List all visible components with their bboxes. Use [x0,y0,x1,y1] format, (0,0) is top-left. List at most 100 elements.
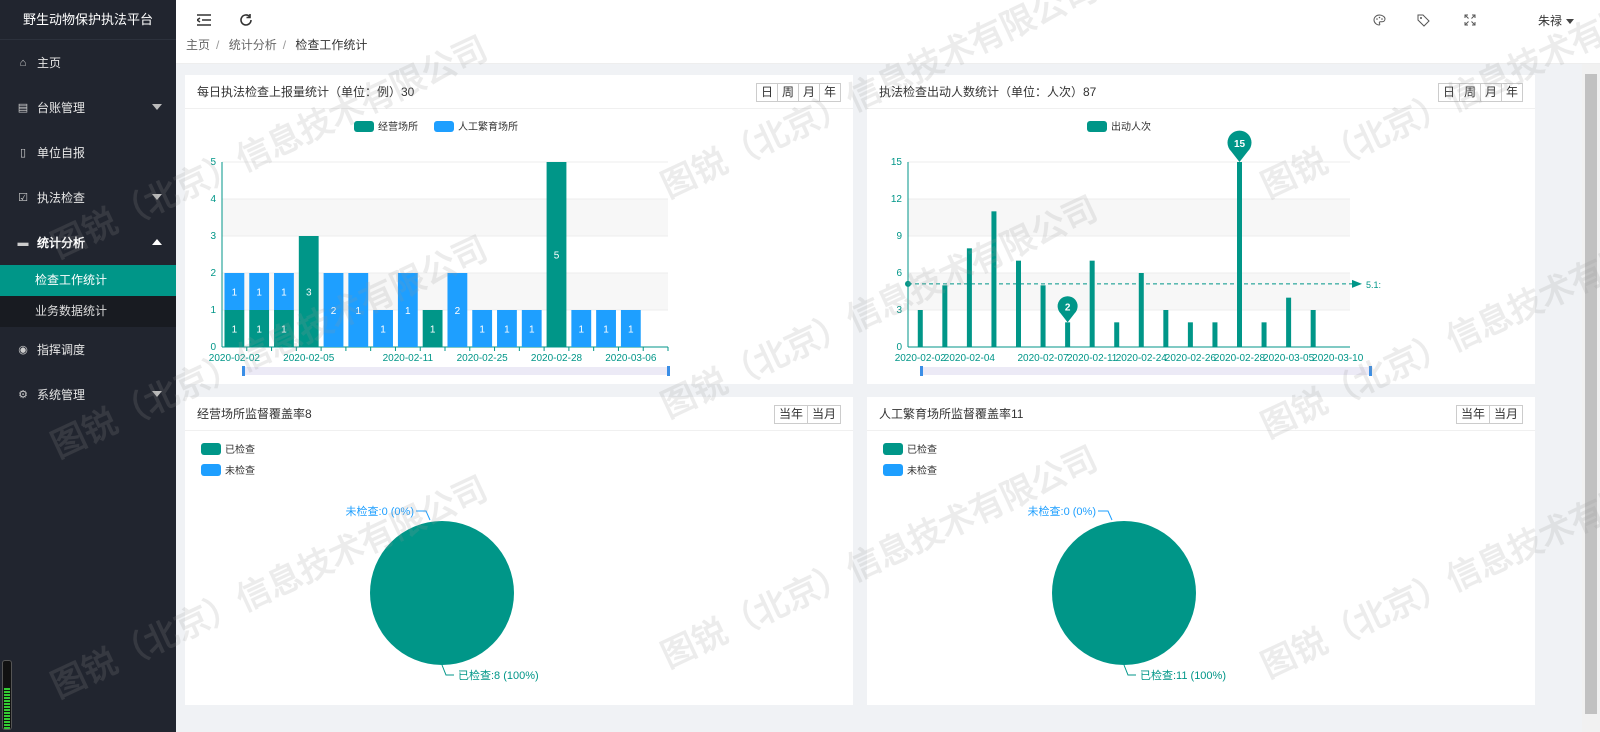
page-scrollbar[interactable] [1582,64,1600,732]
bar-label: 1 [628,325,634,336]
legend-item-checked[interactable]: 已检查 [883,441,937,456]
bar-personnel[interactable] [917,310,923,347]
bar-personnel[interactable] [991,211,997,347]
breadcrumb-level1[interactable]: 统计分析 [228,38,277,52]
bar-personnel[interactable] [1261,322,1267,347]
bar-breeding[interactable] [596,310,616,347]
bar-personnel[interactable] [1237,162,1242,347]
range-year-button[interactable]: 年 [1500,84,1522,101]
bar-personnel[interactable] [1310,310,1316,347]
x-tick-label: 2020-02-05 [283,353,335,364]
legend-swatch[interactable] [1087,121,1107,132]
bar-personnel[interactable] [1286,297,1292,347]
range-this-month-button[interactable]: 当月 [806,406,840,423]
bar-breeding[interactable] [224,273,245,310]
bar-operating[interactable] [546,162,567,347]
bar-personnel[interactable] [1089,260,1095,347]
data-zoom-handle-left[interactable] [242,366,245,376]
bar-breeding[interactable] [521,310,542,347]
legend-item-unchecked[interactable]: 未检查 [883,462,937,477]
business-coverage-title: 经营场所监督覆盖率8 [197,407,312,421]
bar-personnel[interactable] [1016,260,1021,347]
bar-operating[interactable] [249,310,270,347]
bar-operating[interactable] [298,236,319,347]
x-tick-label: 2020-03-10 [1312,353,1364,364]
legend-item-unchecked[interactable]: 未检查 [201,462,255,477]
range-this-year-button[interactable]: 当年 [1456,406,1489,423]
data-zoom-track[interactable] [921,367,1370,375]
range-this-month-button[interactable]: 当月 [1488,406,1522,423]
bar-operating[interactable] [224,310,245,347]
breadcrumb-home[interactable]: 主页 [186,38,211,52]
refresh-icon[interactable] [236,10,256,30]
range-month-button[interactable]: 月 [1479,84,1501,101]
range-this-year-button[interactable]: 当年 [774,406,807,423]
sidebar-item-self-report[interactable]: ▯ 单位自报 [0,130,176,175]
bar-personnel[interactable] [1138,273,1144,347]
bar-breeding[interactable] [373,310,393,347]
sidebar-item-system[interactable]: ⚙ 系统管理 [0,372,176,417]
bar-breeding[interactable] [348,273,369,347]
bar-breeding[interactable] [497,310,517,347]
theme-palette-icon[interactable] [1369,10,1389,30]
bar-breeding[interactable] [323,273,344,347]
sidebar-item-inspection[interactable]: ☑ 执法检查 [0,175,176,220]
mark-point-pin[interactable] [1057,296,1078,323]
x-tick-label: 2020-02-11 [1067,353,1118,364]
bar-breeding[interactable] [447,273,468,347]
sidebar-subitem-business-stats[interactable]: 业务数据统计 [35,304,108,318]
breadcrumb-separator: / [216,38,220,52]
bar-personnel[interactable] [942,285,948,347]
sidebar-item-statistics[interactable]: ▬ 统计分析 [0,220,176,265]
data-zoom-handle-left[interactable] [920,366,923,376]
bar-personnel[interactable] [1212,322,1218,347]
sidebar-item-home[interactable]: ⌂ 主页 [0,40,176,85]
bar-breeding[interactable] [472,310,493,347]
y-tick-label: 15 [891,157,903,168]
mark-point-pin[interactable] [1227,130,1252,162]
sidebar-item-ledger[interactable]: ▤ 台账管理 [0,85,176,130]
data-zoom-track[interactable] [243,367,668,375]
legend-swatch[interactable] [434,121,454,132]
data-zoom-handle-right[interactable] [667,366,670,376]
range-month-button[interactable]: 月 [797,84,819,101]
bar-personnel[interactable] [1187,322,1193,347]
scrollbar-thumb[interactable] [1585,74,1597,714]
legend-swatch[interactable] [354,121,374,132]
bar-breeding[interactable] [397,273,418,347]
bar-personnel[interactable] [1114,322,1120,347]
sidebar-subitem-inspection-stats[interactable]: 检查工作统计 [0,265,176,296]
bar-breeding[interactable] [620,310,641,347]
legend-label: 经营场所 [378,120,418,133]
bar-personnel[interactable] [1040,285,1046,347]
range-day-button[interactable]: 日 [756,84,777,101]
y-tick-label: 4 [210,194,216,205]
range-week-button[interactable]: 周 [776,84,798,101]
bar-personnel[interactable] [1065,322,1071,347]
bar-breeding[interactable] [274,273,294,310]
bar-operating[interactable] [274,310,294,347]
x-tick-label: 2020-02-28 [531,353,583,364]
pie-slice-checked[interactable] [1052,521,1196,665]
data-zoom-handle-right[interactable] [1369,366,1372,376]
range-day-button[interactable]: 日 [1438,84,1459,101]
legend-item-checked[interactable]: 已检查 [201,441,255,456]
fullscreen-icon[interactable] [1460,10,1480,30]
bar-operating[interactable] [422,310,443,347]
tag-icon[interactable] [1413,10,1433,30]
pie-label-checked: 已检查:11 (100%) [1140,668,1226,682]
bar-personnel[interactable] [966,248,972,347]
user-menu[interactable]: 朱禄 [1538,12,1574,29]
sidebar-item-dispatch[interactable]: ◉ 指挥调度 [0,327,176,372]
bar-personnel[interactable] [1163,310,1169,347]
bar-breeding[interactable] [249,273,270,310]
range-week-button[interactable]: 周 [1458,84,1480,101]
range-year-button[interactable]: 年 [818,84,840,101]
bar-breeding[interactable] [571,310,592,347]
pie-slice-checked[interactable] [370,521,514,665]
bar-label: 1 [355,306,361,317]
bar-label: 2 [331,306,337,317]
collapse-menu-icon[interactable] [194,10,214,30]
personnel-card: 执法检查出动人数统计（单位：人次）87 日 周 月 年 出动人次 0 3 6 9 12 15… [867,75,1535,384]
x-tick-label: 2020-02-04 [944,353,996,364]
